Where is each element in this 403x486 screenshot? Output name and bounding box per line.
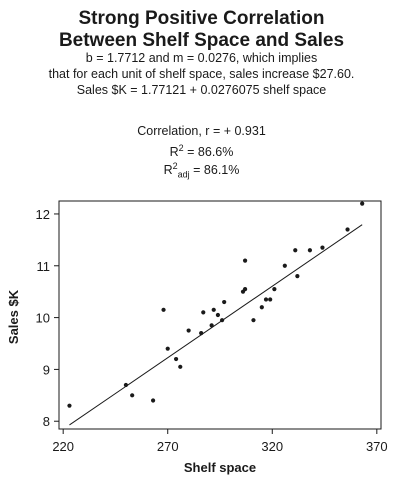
data-point: [124, 383, 128, 387]
x-axis-label: Shelf space: [184, 460, 256, 475]
data-point: [320, 246, 324, 250]
data-point: [308, 248, 312, 252]
data-point: [151, 398, 155, 402]
data-point: [243, 258, 247, 262]
x-tick-label: 220: [52, 439, 74, 454]
data-points: [67, 201, 364, 407]
y-tick-label: 11: [37, 259, 51, 274]
y-tick-label: 9: [43, 362, 50, 377]
y-tick-label: 12: [36, 207, 50, 222]
data-point: [166, 347, 170, 351]
y-tick-label: 8: [43, 414, 50, 429]
data-point: [272, 287, 276, 291]
data-point: [360, 201, 364, 205]
data-point: [174, 357, 178, 361]
data-point: [199, 331, 203, 335]
data-point: [260, 305, 264, 309]
x-tick-label: 270: [157, 439, 179, 454]
data-point: [295, 274, 299, 278]
regression-line: [69, 225, 362, 425]
data-point: [220, 318, 224, 322]
data-point: [243, 287, 247, 291]
data-point: [212, 308, 216, 312]
data-point: [222, 300, 226, 304]
data-point: [283, 264, 287, 268]
data-point: [201, 310, 205, 314]
axis-ticks: 220 270 320 370 8 9 10 11 12: [36, 207, 388, 454]
data-point: [251, 318, 255, 322]
data-point: [178, 365, 182, 369]
x-tick-label: 320: [261, 439, 283, 454]
data-point: [264, 297, 268, 301]
x-tick-label: 370: [366, 439, 388, 454]
data-point: [216, 313, 220, 317]
y-axis-label: Sales $K: [6, 289, 21, 344]
data-point: [268, 297, 272, 301]
data-point: [187, 328, 191, 332]
data-point: [293, 248, 297, 252]
data-point: [67, 404, 71, 408]
data-point: [130, 393, 134, 397]
data-point: [161, 308, 165, 312]
data-point: [210, 323, 214, 327]
y-tick-label: 10: [36, 311, 50, 326]
data-point: [345, 227, 349, 231]
